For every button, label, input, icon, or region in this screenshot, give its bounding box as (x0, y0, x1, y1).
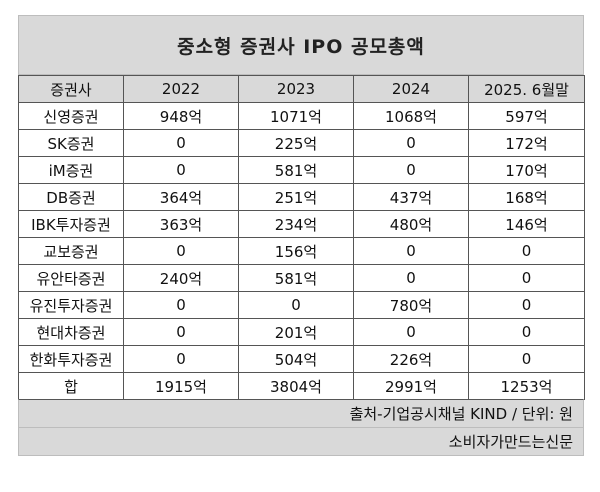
value-2024: 0 (353, 237, 469, 265)
broker-cell: 현대차증권 (18, 318, 124, 346)
value-2022: 0 (123, 318, 239, 346)
value-2025: 0 (468, 345, 585, 373)
ipo-table: 증권사 2022 2023 2024 2025. 6월말 신영증권 948억 107… (18, 75, 585, 400)
header-2022: 2022 (123, 75, 239, 103)
value-2025: 0 (468, 264, 585, 292)
ipo-table-figure: 중소형 증권사 IPO 공모총액 증권사 2022 2023 2024 2025… (18, 15, 585, 456)
value-2022: 948억 (123, 102, 239, 130)
table-row: IBK투자증권 363억 234억 480억 146억 (18, 210, 585, 238)
header-row: 증권사 2022 2023 2024 2025. 6월말 (18, 75, 585, 103)
broker-cell: IBK투자증권 (18, 210, 124, 238)
header-2024: 2024 (353, 75, 469, 103)
value-2025: 168억 (468, 183, 585, 211)
table-row: 유진투자증권 0 0 780억 0 (18, 291, 585, 319)
value-2024: 0 (353, 264, 469, 292)
broker-cell: 유진투자증권 (18, 291, 124, 319)
value-2025: 0 (468, 318, 585, 346)
table-row: 현대차증권 0 201억 0 0 (18, 318, 585, 346)
table-row: 한화투자증권 0 504억 226억 0 (18, 345, 585, 373)
header-2023: 2023 (238, 75, 354, 103)
value-2025: 146억 (468, 210, 585, 238)
header-broker: 증권사 (18, 75, 124, 103)
value-2025: 597억 (468, 102, 585, 130)
source-note: 출처-기업공시채널 KIND / 단위: 원 (18, 399, 584, 428)
table-row: 교보증권 0 156억 0 0 (18, 237, 585, 265)
value-2023: 3804억 (238, 372, 354, 400)
value-2022: 240억 (123, 264, 239, 292)
value-2022: 0 (123, 345, 239, 373)
value-2023: 1071억 (238, 102, 354, 130)
total-row: 합 1915억 3804억 2991억 1253억 (18, 372, 585, 400)
value-2023: 581억 (238, 156, 354, 184)
value-2025: 0 (468, 291, 585, 319)
value-2023: 201억 (238, 318, 354, 346)
value-2024: 480억 (353, 210, 469, 238)
value-2024: 2991억 (353, 372, 469, 400)
broker-cell: 한화투자증권 (18, 345, 124, 373)
value-2024: 226억 (353, 345, 469, 373)
value-2023: 225억 (238, 129, 354, 157)
table-row: iM증권 0 581억 0 170억 (18, 156, 585, 184)
value-2024: 437억 (353, 183, 469, 211)
value-2022: 0 (123, 237, 239, 265)
header-2025: 2025. 6월말 (468, 75, 585, 103)
value-2025: 170억 (468, 156, 585, 184)
broker-cell: 교보증권 (18, 237, 124, 265)
value-2024: 0 (353, 129, 469, 157)
broker-cell: DB증권 (18, 183, 124, 211)
broker-cell: 신영증권 (18, 102, 124, 130)
value-2023: 156억 (238, 237, 354, 265)
value-2025: 0 (468, 237, 585, 265)
value-2022: 0 (123, 129, 239, 157)
broker-cell: 유안타증권 (18, 264, 124, 292)
broker-cell: iM증권 (18, 156, 124, 184)
table-row: 신영증권 948억 1071억 1068억 597억 (18, 102, 585, 130)
value-2025: 172억 (468, 129, 585, 157)
value-2023: 0 (238, 291, 354, 319)
value-2022: 363억 (123, 210, 239, 238)
table-row: DB증권 364억 251억 437억 168억 (18, 183, 585, 211)
broker-cell: 합 (18, 372, 124, 400)
table-title: 중소형 증권사 IPO 공모총액 (18, 15, 584, 75)
value-2022: 1915억 (123, 372, 239, 400)
value-2023: 251억 (238, 183, 354, 211)
publisher-credit: 소비자가만드는신문 (18, 428, 584, 456)
value-2023: 504억 (238, 345, 354, 373)
table-row: 유안타증권 240억 581억 0 0 (18, 264, 585, 292)
table-row: SK증권 0 225억 0 172억 (18, 129, 585, 157)
value-2022: 0 (123, 291, 239, 319)
value-2024: 1068억 (353, 102, 469, 130)
value-2024: 780억 (353, 291, 469, 319)
value-2024: 0 (353, 318, 469, 346)
value-2025: 1253억 (468, 372, 585, 400)
value-2023: 234억 (238, 210, 354, 238)
value-2023: 581억 (238, 264, 354, 292)
value-2022: 364억 (123, 183, 239, 211)
value-2024: 0 (353, 156, 469, 184)
value-2022: 0 (123, 156, 239, 184)
broker-cell: SK증권 (18, 129, 124, 157)
